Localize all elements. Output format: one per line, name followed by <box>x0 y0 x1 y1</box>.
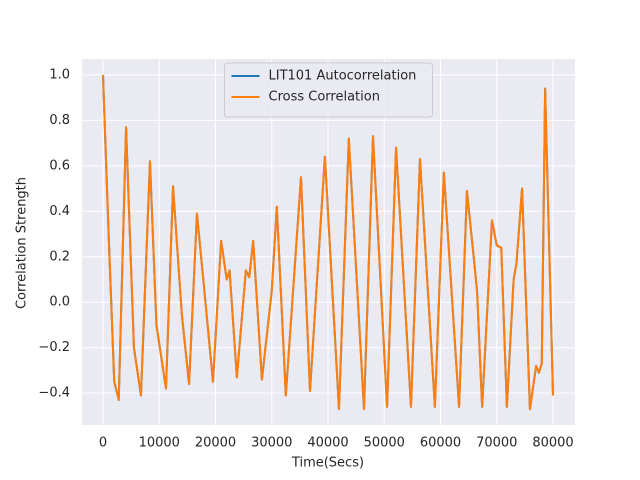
x-tick-label: 60000 <box>420 436 461 451</box>
x-tick-label: 40000 <box>307 436 348 451</box>
y-tick-label: 0.8 <box>49 113 70 128</box>
x-tick-label: 10000 <box>139 436 180 451</box>
x-tick-label: 30000 <box>251 436 292 451</box>
x-axis-label: Time(Secs) <box>291 456 364 471</box>
x-tick-label: 50000 <box>364 436 405 451</box>
y-tick-label: −0.4 <box>38 386 70 401</box>
x-tick-label: 80000 <box>532 436 573 451</box>
y-tick-label: 0.2 <box>49 249 70 264</box>
data-line <box>102 74 554 411</box>
y-axis-label: Correlation Strength <box>15 177 30 309</box>
legend-box <box>224 62 433 118</box>
y-tick-label: −0.2 <box>38 340 70 355</box>
y-tick-label: 0.0 <box>49 295 70 310</box>
x-tick-label: 0 <box>99 436 107 451</box>
y-tick-label: 0.6 <box>49 158 70 173</box>
legend-label: LIT101 Autocorrelation <box>269 69 417 84</box>
legend-label: Cross Correlation <box>269 90 380 105</box>
x-tick-label: 20000 <box>195 436 236 451</box>
x-tick-label: 70000 <box>476 436 517 451</box>
y-tick-label: 0.4 <box>49 204 70 219</box>
y-tick-label: 1.0 <box>49 67 70 82</box>
